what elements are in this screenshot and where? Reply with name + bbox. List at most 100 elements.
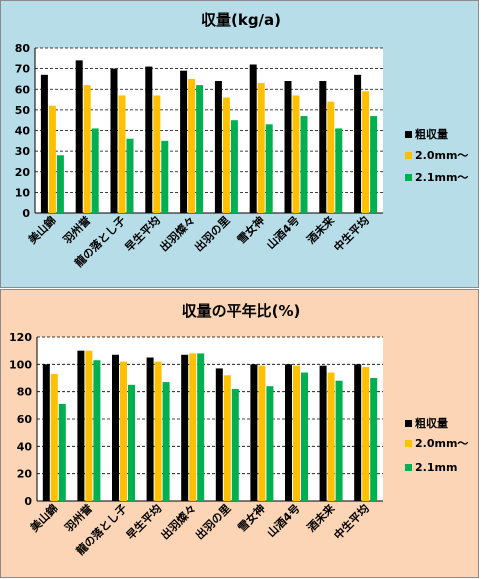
bar [50, 373, 58, 501]
bar [292, 95, 300, 213]
x-tick-label: 酒未来 [304, 213, 338, 247]
bar [257, 83, 265, 213]
bar [300, 116, 308, 213]
bar [258, 365, 266, 501]
bar [40, 74, 48, 213]
bar [153, 95, 161, 213]
bar [319, 365, 327, 501]
x-tick-label: 早生平均 [122, 213, 163, 254]
bar [126, 138, 134, 213]
legend-label: 2.0mm〜 [415, 437, 468, 450]
y-tick-label: 40 [15, 125, 31, 138]
y-tick-label: 50 [15, 104, 31, 117]
bar [154, 361, 162, 501]
chart-title: 収量(kg/a) [201, 11, 281, 29]
bar [85, 350, 93, 501]
y-tick-label: 60 [17, 413, 33, 426]
y-tick-label: 0 [22, 207, 30, 220]
x-tick-label: 羽州誉 [62, 501, 96, 535]
y-tick-label: 80 [15, 42, 31, 55]
bar [56, 155, 64, 213]
x-tick-label: 雪女神 [234, 213, 267, 246]
bar [293, 365, 300, 501]
bar [118, 95, 126, 213]
bar [354, 74, 362, 213]
bar [354, 364, 362, 501]
legend-label: 2.0mm〜 [415, 149, 468, 162]
x-tick-label: 山酒4号 [263, 213, 302, 252]
bar [231, 388, 239, 501]
y-tick-label: 20 [17, 468, 33, 481]
legend-label: 粗収量 [415, 416, 448, 430]
bar [48, 105, 56, 213]
bar [189, 353, 197, 501]
bar [327, 101, 335, 213]
bar [370, 116, 378, 213]
legend-label: 2.1mm [415, 461, 457, 474]
chart-panel-yield: 収量(kg/a) 0 10 20 30 40 50 60 70 80 美山錦 羽州誉 龍の落とし子 早生… [0, 0, 479, 288]
bar [77, 350, 85, 501]
chart-panel-yield-ratio: 収量の平年比(%) 0 20 40 60 80 100 120 美山錦 羽州誉 龍の落とし子 早生平… [0, 289, 479, 578]
bar [161, 140, 169, 213]
bar [197, 353, 205, 501]
bar [335, 380, 343, 501]
bar [58, 403, 66, 501]
bar [327, 372, 335, 501]
x-tick-label: 雪女神 [235, 501, 268, 534]
bar [93, 360, 101, 501]
x-tick-label: 中生平均 [331, 501, 372, 542]
y-tick-label: 0 [24, 495, 32, 508]
bar [266, 386, 274, 501]
bar [265, 124, 273, 213]
bar [335, 128, 343, 213]
bar [91, 128, 99, 213]
legend-marker [405, 420, 412, 427]
bar [214, 81, 222, 213]
bar [285, 364, 292, 501]
bar [222, 97, 230, 213]
bar [362, 91, 370, 213]
legend-marker [405, 131, 412, 138]
bar [196, 85, 204, 213]
bar [112, 354, 119, 501]
x-tick-label: 羽州誉 [60, 213, 94, 247]
y-tick-label: 60 [15, 83, 31, 96]
bar [188, 78, 196, 213]
bar [128, 384, 135, 501]
x-tick-label: 中生平均 [331, 213, 372, 254]
x-tick-label: 早生平均 [123, 501, 164, 542]
bar [83, 85, 91, 213]
bar [230, 120, 238, 213]
y-tick-label: 120 [9, 331, 32, 344]
legend-marker [405, 440, 412, 447]
x-tick-label: 出羽の里 [192, 501, 233, 542]
bar [362, 367, 370, 501]
bar [370, 378, 378, 501]
x-tick-label: 美山錦 [27, 501, 60, 534]
bar [110, 68, 118, 213]
x-tick-label: 美山錦 [25, 213, 58, 246]
legend-marker [405, 174, 412, 181]
bar [120, 361, 127, 501]
bar [42, 364, 50, 501]
bar [250, 364, 258, 501]
bar [284, 81, 292, 213]
y-tick-label: 40 [17, 440, 33, 453]
y-tick-label: 80 [17, 386, 33, 399]
chart-title: 収量の平年比(%) [182, 302, 301, 320]
bar [223, 375, 231, 501]
x-tick-label: 山酒4号 [264, 501, 303, 540]
bar [180, 70, 188, 213]
x-tick-label: 出羽燦々 [157, 213, 198, 254]
y-tick-label: 20 [15, 166, 31, 179]
y-tick-label: 30 [15, 145, 31, 158]
bar [162, 382, 170, 501]
y-tick-label: 70 [15, 63, 31, 76]
bar [75, 60, 83, 213]
y-tick-label: 10 [15, 186, 31, 199]
bar [215, 368, 223, 501]
legend-marker [405, 464, 412, 471]
legend-label: 2.1mm〜 [415, 171, 468, 184]
